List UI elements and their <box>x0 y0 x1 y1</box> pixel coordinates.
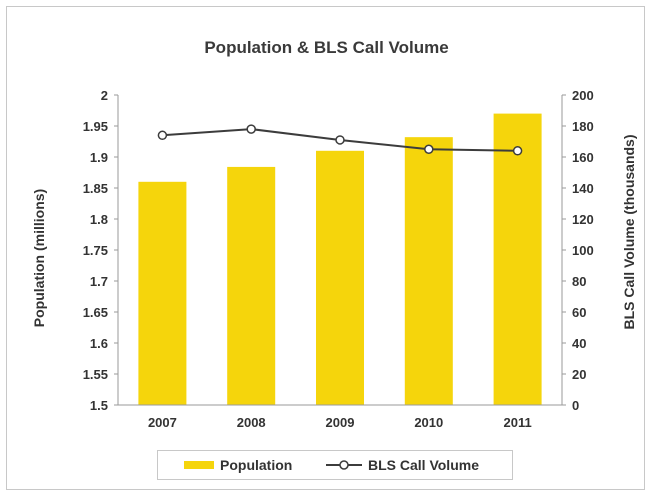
right-tick-label: 20 <box>572 367 586 382</box>
legend: Population BLS Call Volume <box>157 450 513 480</box>
axes <box>114 94 566 406</box>
bar-2008 <box>227 166 276 405</box>
bar-series <box>138 113 542 405</box>
marker-2007 <box>157 130 168 141</box>
chart-title: Population & BLS Call Volume <box>204 38 449 57</box>
x-tick-label: 2011 <box>503 415 531 430</box>
right-tick-label: 60 <box>572 305 586 320</box>
y2-axis-label: BLS Call Volume (thousands) <box>621 135 637 330</box>
left-tick-label: 1.9 <box>90 150 108 165</box>
left-tick-label: 1.55 <box>83 367 108 382</box>
left-tick-label: 1.65 <box>83 305 108 320</box>
right-tick-label: 200 <box>572 88 594 103</box>
y-axis-label: Population (millions) <box>31 189 47 327</box>
marker-2010 <box>424 144 434 154</box>
legend-label-population: Population <box>220 457 293 473</box>
x-tick-label: 2007 <box>148 415 177 430</box>
bar-2010 <box>404 137 453 405</box>
right-tick-label: 0 <box>572 398 579 413</box>
right-tick-label: 100 <box>572 243 594 258</box>
right-tick-label: 180 <box>572 119 594 134</box>
right-tick-label: 160 <box>572 150 594 165</box>
right-tick-label: 80 <box>572 274 586 289</box>
left-tick-label: 1.8 <box>90 212 108 227</box>
left-tick-label: 1.95 <box>83 119 108 134</box>
left-tick-label: 2 <box>101 88 108 103</box>
left-tick-label: 1.7 <box>90 274 108 289</box>
marker-2008 <box>246 124 256 134</box>
bar-2011 <box>493 113 542 405</box>
left-tick-label: 1.5 <box>90 398 108 413</box>
left-tick-labels: 1.5 1.55 1.6 1.65 1.7 1.75 1.8 1.85 1.9 1.95 2 <box>83 88 108 413</box>
bar-2009 <box>316 150 364 405</box>
right-tick-labels: 0 20 40 60 80 100 120 140 160 180 200 <box>572 88 594 413</box>
x-tick-label: 2009 <box>326 415 355 430</box>
x-tick-label: 2008 <box>237 415 266 430</box>
legend-bar-swatch <box>184 461 214 469</box>
legend-label-bls: BLS Call Volume <box>368 457 479 473</box>
right-tick-label: 40 <box>572 336 586 351</box>
marker-2011 <box>512 146 523 156</box>
bar-2007 <box>138 181 187 405</box>
left-tick-label: 1.85 <box>83 181 108 196</box>
left-tick-label: 1.6 <box>90 336 108 351</box>
x-tick-label: 2010 <box>414 415 443 430</box>
x-tick-labels: 2007 2008 2009 2010 2011 <box>148 415 532 430</box>
right-tick-label: 140 <box>572 181 594 196</box>
legend-marker-swatch <box>339 460 349 470</box>
left-tick-label: 1.75 <box>83 243 108 258</box>
legend-swatches <box>184 460 362 470</box>
marker-2009 <box>335 135 345 145</box>
line-markers <box>157 124 523 156</box>
right-tick-label: 120 <box>572 212 594 227</box>
